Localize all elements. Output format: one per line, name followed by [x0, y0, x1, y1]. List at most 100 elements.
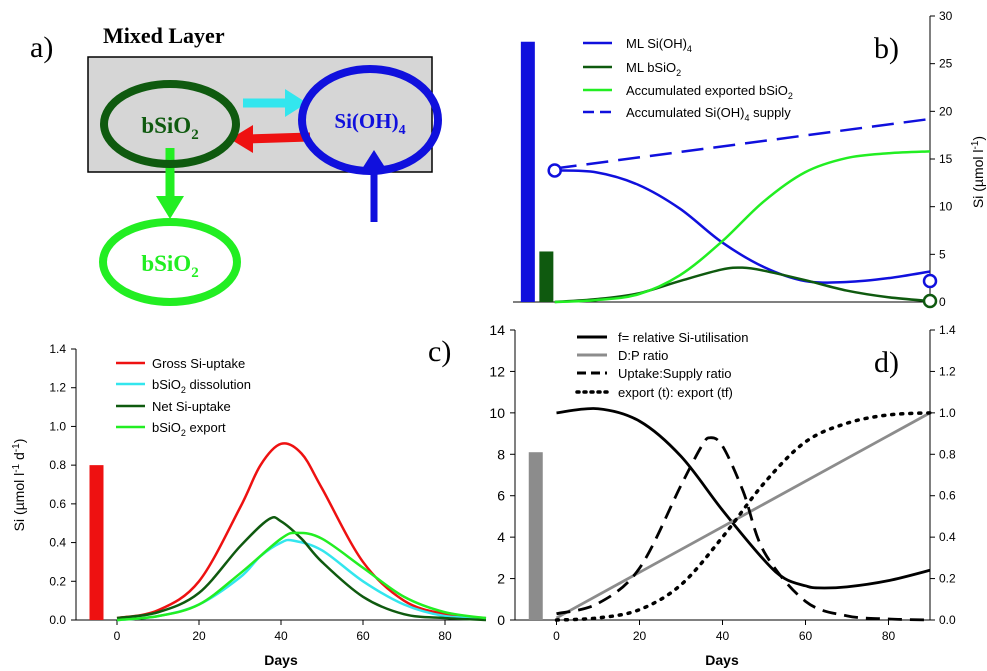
panel-b-series [554, 117, 931, 304]
panel-d-right-ticks: 0.0 0.2 0.4 0.6 0.8 1.0 1.2 1.4 [930, 323, 956, 627]
marker-0 [547, 163, 562, 178]
panel-b-y-axis-label: Si (µmol l-1) [970, 136, 986, 208]
bsio2-mixed-layer-node [100, 80, 240, 168]
bar-b-1 [539, 251, 554, 302]
panel-b-y-ticks: 0 5 10 15 20 25 30 [930, 9, 953, 309]
y-tick-label: 1.0 [49, 419, 66, 433]
legend-label: Accumulated exported bSiO2 [626, 83, 793, 101]
legend-label: ML bSiO2 [626, 60, 681, 78]
y-tick-label: 25 [939, 57, 953, 71]
panel-c-x-ticks: 0 20 40 60 80 [114, 620, 452, 643]
y-tick-label: 8 [497, 446, 505, 462]
y-tick-label: 10 [939, 200, 953, 214]
y-right-tick-label: 0.4 [939, 530, 956, 544]
y-tick-label: 6 [497, 488, 505, 504]
bsio2-ml-label: bSiO2 [141, 113, 198, 143]
y-tick-label: 0.0 [49, 613, 66, 627]
x-tick-label: 60 [356, 629, 370, 643]
bar-d-0 [528, 452, 543, 620]
legend-label: Accumulated Si(OH)4 supply [626, 105, 791, 123]
dissolution-arrow-head [285, 89, 307, 117]
y-tick-label: 15 [939, 152, 953, 166]
legend-label: f= relative Si-utilisation [618, 330, 748, 345]
x-tick-label: 40 [274, 629, 288, 643]
uptake-arrow-head [230, 125, 253, 153]
y-tick-label: 4 [497, 529, 505, 545]
panel-c-legend: Gross Si-uptake bSiO2 dissolution Net Si… [116, 356, 251, 438]
marker-1 [922, 273, 938, 289]
y-right-tick-label: 0.2 [939, 572, 956, 586]
legend-label: ML Si(OH)4 [626, 36, 692, 54]
y-tick-label: 1.4 [49, 342, 66, 356]
panel-b-markers [547, 163, 938, 309]
y-tick-label: 0.8 [49, 458, 66, 472]
series-f-relative-si-utilisation [556, 407, 931, 590]
legend-label: bSiO2 export [152, 420, 226, 438]
y-right-tick-label: 0.8 [939, 447, 956, 461]
panel-label-b: b) [874, 32, 899, 65]
bsio2-export-node [99, 218, 241, 306]
panel-d-bars [528, 452, 543, 620]
y-tick-label: 0.6 [49, 497, 66, 511]
series-accumulated-exported-bsio2 [554, 150, 931, 304]
sioh4-label: Si(OH)4 [334, 109, 405, 138]
panel-b-bars [520, 41, 554, 303]
bsio2-export-label: bSiO2 [141, 251, 198, 281]
x-tick-label: 60 [799, 629, 813, 643]
x-tick-label: 0 [553, 629, 560, 643]
y-tick-label: 0 [939, 295, 946, 309]
panel-label-c: c) [428, 335, 451, 368]
panel-d-x-ticks: 0 20 40 60 80 [553, 620, 895, 643]
panel-d-left-ticks: 0 2 4 6 8 10 12 14 [489, 322, 515, 628]
y-tick-label: 0.2 [49, 574, 66, 588]
export-arrow-head [156, 196, 184, 219]
panel-d-legend: f= relative Si-utilisation D:P ratio Upt… [575, 330, 748, 400]
y-tick-label: 10 [489, 405, 505, 421]
panel-label-d: d) [874, 346, 899, 379]
series-uptake-supply-ratio [556, 436, 931, 622]
y-tick-label: 2 [497, 571, 505, 587]
x-tick-label: 40 [716, 629, 730, 643]
panel-d-x-axis-label: Days [705, 652, 739, 668]
mixed-layer-title: Mixed Layer [103, 23, 225, 48]
panel-d-series [554, 407, 932, 622]
y-tick-label: 12 [489, 363, 505, 379]
legend-label: Gross Si-uptake [152, 356, 245, 371]
panel-c-y-axis-label: Si (µmol l-1 d-1) [11, 439, 27, 532]
y-right-tick-label: 1.2 [939, 364, 956, 378]
marker-2 [922, 293, 938, 309]
y-tick-label: 0.4 [49, 536, 66, 550]
bar-b-0 [520, 41, 535, 303]
series-export-t-export-tf [554, 411, 932, 622]
panel-c-bars [89, 465, 104, 620]
series-d-p-ratio [555, 411, 931, 620]
y-right-tick-label: 1.0 [939, 406, 956, 420]
y-tick-label: 14 [489, 322, 505, 338]
x-tick-label: 80 [438, 629, 452, 643]
panel-c-series [116, 442, 487, 622]
legend-label: D:P ratio [618, 348, 668, 363]
legend-label: Uptake:Supply ratio [618, 366, 731, 381]
legend-label: export (t): export (tf) [618, 385, 733, 400]
x-tick-label: 20 [192, 629, 206, 643]
series-bsio2-export [116, 531, 487, 622]
y-right-tick-label: 0.6 [939, 489, 956, 503]
series-ml-bsio2 [554, 266, 931, 304]
series-accumulated-si-oh-4-supply [554, 117, 931, 170]
diagram-panel-a: a) Mixed Layer bSiO2 Si(OH)4 bSiO2 [30, 23, 442, 306]
panel-label-a: a) [30, 31, 53, 64]
y-tick-label: 20 [939, 104, 953, 118]
chart-panel-b: b) 0 5 10 15 20 25 30 Si (µmol l-1) ML Si(OH)4… [513, 9, 986, 309]
y-tick-label: 5 [939, 247, 946, 261]
y-right-tick-label: 1.4 [939, 323, 956, 337]
y-tick-label: 30 [939, 9, 953, 23]
y-right-tick-label: 0.0 [939, 613, 956, 627]
x-tick-label: 80 [882, 629, 896, 643]
y-tick-label: 1.2 [49, 381, 66, 395]
y-tick-label: 0 [497, 612, 505, 628]
x-tick-label: 0 [114, 629, 121, 643]
x-tick-label: 20 [633, 629, 647, 643]
series-gross-si-uptake [116, 442, 487, 620]
